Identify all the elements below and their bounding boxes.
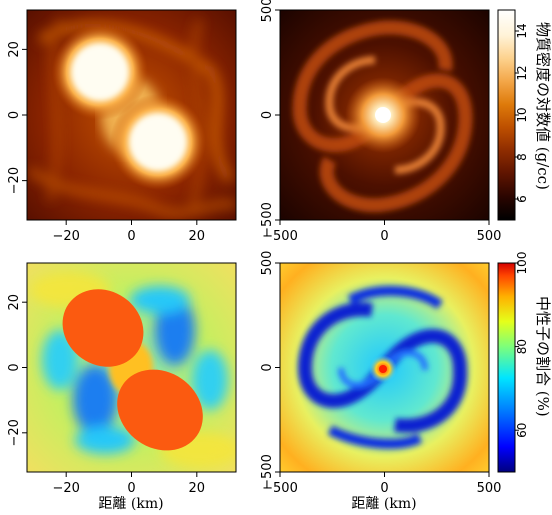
colorbar-tick-label-bottom-right: 100 — [515, 252, 529, 275]
colorbar-tick-label-top-right: 8 — [515, 153, 529, 161]
y-tick-label-top-right: 500 — [260, 0, 275, 22]
x-tick-label-bottom-right: 0 — [380, 481, 388, 496]
x-tick-label-bottom-left: 20 — [189, 481, 206, 496]
y-tick-label-bottom-right: 0 — [260, 363, 275, 371]
colorbar-tick-label-top-right: 10 — [515, 107, 529, 122]
x-tick-label-top-right: 0 — [380, 229, 388, 244]
neutron-colorbar-title: 中性子の割合 (%) — [534, 296, 552, 417]
neutron-map-outer — [280, 263, 489, 472]
density-map-inner — [27, 10, 236, 220]
colorbar-tick-label-top-right: 14 — [515, 23, 529, 38]
x-tick-label-bottom-right: −500 — [262, 481, 298, 496]
y-tick-label-top-right: −500 — [260, 202, 275, 238]
density-colorbar — [497, 9, 516, 221]
y-tick-label-bottom-left: 0 — [7, 363, 22, 371]
density-colorbar-title: 物質密度の対数値 (g/cc) — [534, 22, 552, 190]
colorbar-tick-label-bottom-right: 80 — [515, 339, 529, 354]
axis-ticks: −20 0 20 −20 0 20 −500 0 500 −500 0 500 6 8 10 12 14 −20 0… — [7, 0, 529, 496]
x-tick-label-top-left: 20 — [189, 229, 206, 244]
y-tick-label-top-left: 0 — [7, 111, 22, 119]
neutron-map-inner — [27, 263, 236, 472]
density-map-outer — [280, 10, 489, 220]
y-tick-label-bottom-right: 500 — [260, 251, 275, 276]
colorbar-tick-label-top-right: 6 — [515, 195, 529, 203]
x-tick-label-top-right: −500 — [262, 229, 298, 244]
x-tick-label-top-left: −20 — [52, 229, 79, 244]
x-tick-label-top-left: 0 — [127, 229, 135, 244]
neutron-blob-lower — [117, 369, 203, 451]
y-tick-label-top-left: −20 — [7, 167, 22, 194]
colorbar-tick-label-top-right: 12 — [515, 65, 529, 80]
y-tick-label-top-right: 0 — [260, 111, 275, 119]
neutron-colorbar — [497, 262, 516, 473]
x-tick-label-top-right: 500 — [477, 229, 502, 244]
y-tick-label-top-left: 20 — [7, 41, 22, 58]
x-tick-label-bottom-left: 0 — [127, 481, 135, 496]
y-tick-label-bottom-left: −20 — [7, 419, 22, 446]
colorbar-tick-label-bottom-right: 60 — [515, 423, 529, 438]
neutron-blob-upper — [62, 289, 144, 367]
x-tick-label-bottom-right: 500 — [477, 481, 502, 496]
y-tick-label-bottom-right: −500 — [260, 454, 275, 490]
x-tick-label-bottom-left: −20 — [52, 481, 79, 496]
x-axis-title-bottom-left: 距離 (km) — [98, 495, 163, 512]
y-tick-label-bottom-left: 20 — [7, 294, 22, 311]
x-axis-title-bottom-right: 距離 (km) — [351, 495, 416, 512]
